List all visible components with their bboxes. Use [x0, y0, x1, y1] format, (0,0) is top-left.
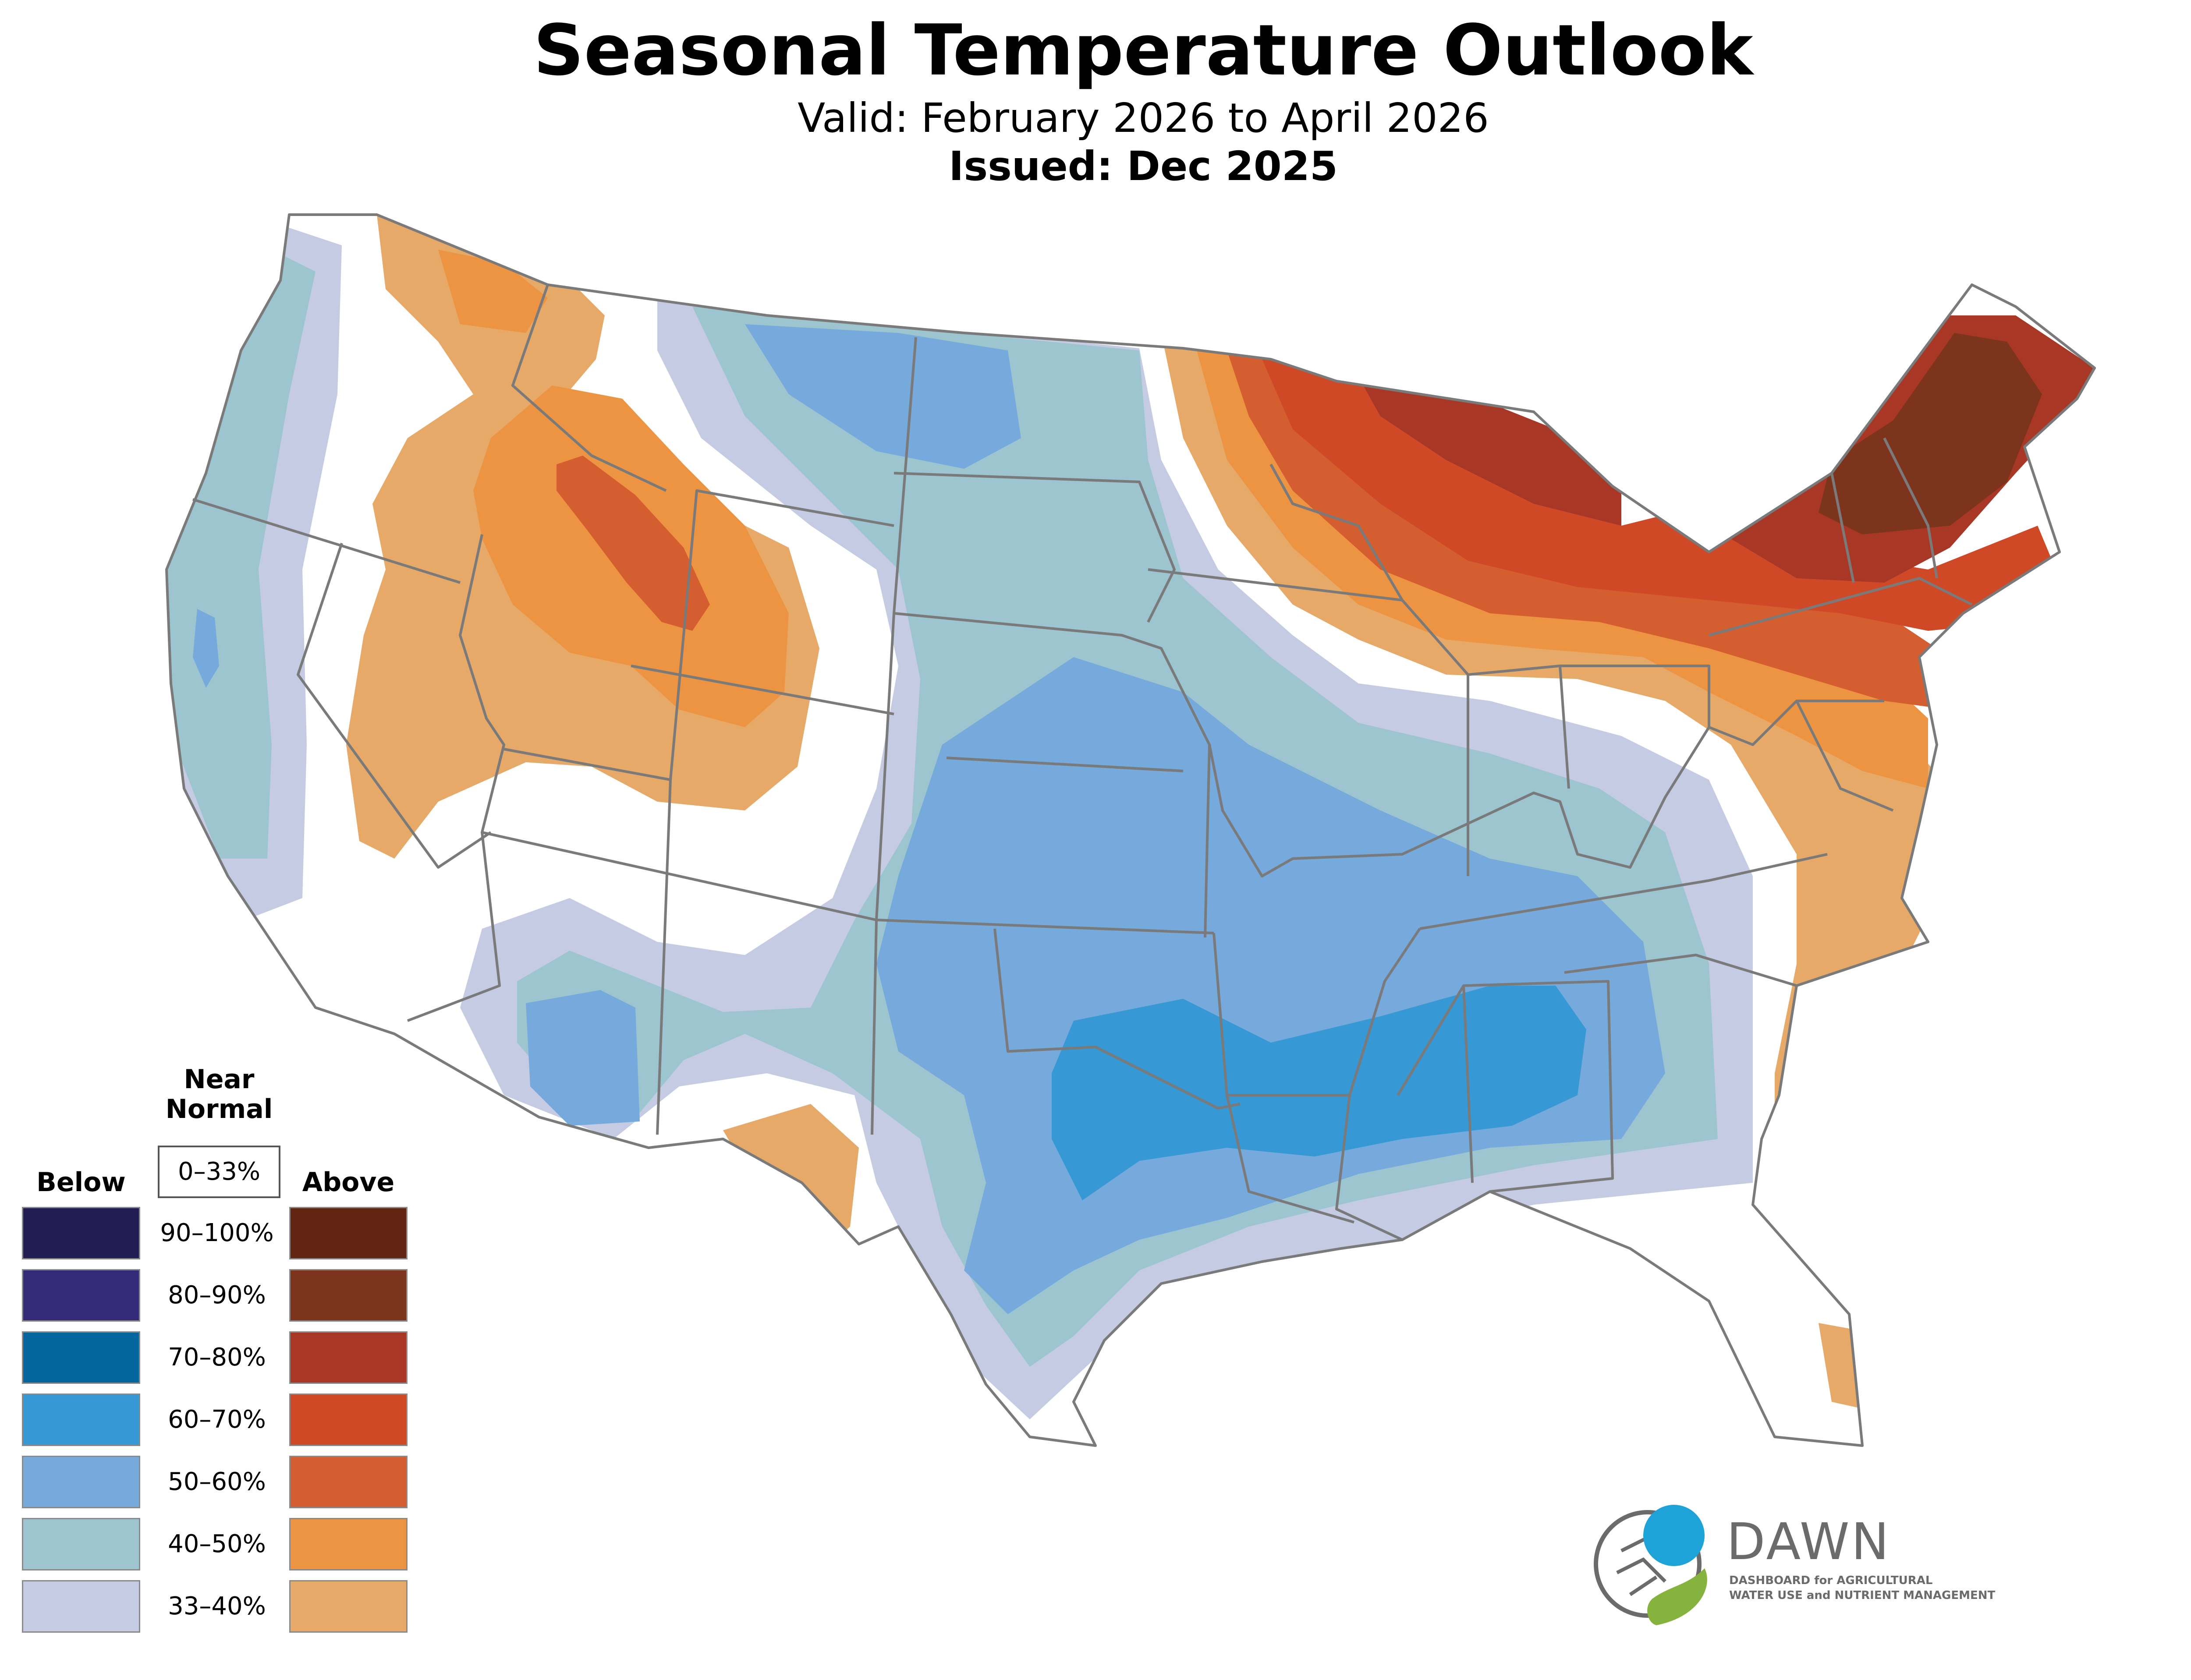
legend-above-heading: Above — [302, 1167, 395, 1198]
legend-swatch-above — [289, 1207, 408, 1259]
legend-swatch-below — [22, 1331, 140, 1384]
below-50-60-west — [193, 609, 219, 688]
legend-range-label: 50–60% — [168, 1468, 266, 1496]
above-50-60-rockies — [557, 456, 710, 631]
legend-swatch-above — [289, 1518, 408, 1570]
page-title: Seasonal Temperature Outlook — [533, 9, 1753, 91]
state-borders — [165, 213, 2096, 1447]
legend-range-label: 40–50% — [168, 1530, 266, 1558]
valid-date-range: Valid: February 2026 to April 2026 — [798, 95, 1489, 141]
legend-swatch-above — [289, 1456, 408, 1508]
below-60-70-south — [1052, 986, 1586, 1200]
legend-swatch-above — [289, 1269, 408, 1322]
dawn-logo-tagline-1: DASHBOARD for AGRICULTURAL — [1729, 1574, 1933, 1587]
legend-below-heading: Below — [36, 1167, 126, 1198]
legend-swatch-above — [289, 1580, 408, 1633]
legend-range-label: 80–90% — [168, 1281, 266, 1309]
legend-swatch-below — [22, 1207, 140, 1259]
legend-range-label: 60–70% — [168, 1405, 266, 1434]
dawn-logo-word: DAWN — [1727, 1513, 1891, 1571]
legend-near-normal-range: 0–33% — [158, 1146, 280, 1198]
us-outline — [165, 213, 2096, 1447]
legend-range-label: 33–40% — [168, 1592, 266, 1620]
legend-swatch-below — [22, 1456, 140, 1508]
legend-swatch-above — [289, 1331, 408, 1384]
below-40-50-west — [167, 245, 316, 859]
legend-range-label: 90–100% — [160, 1219, 274, 1247]
legend-near-normal-heading: Near Normal — [165, 1064, 273, 1125]
legend-swatch-below — [22, 1518, 140, 1570]
above-80-90-northeast — [1819, 333, 2042, 534]
probability-regions — [167, 215, 2095, 1419]
legend-range-label: 70–80% — [168, 1343, 266, 1372]
dawn-logo-icon — [1594, 1505, 1707, 1625]
legend-swatch-below — [22, 1394, 140, 1446]
legend-swatch-above — [289, 1394, 408, 1446]
legend-swatch-below — [22, 1269, 140, 1322]
dawn-logo-tagline-2: WATER USE and NUTRIENT MANAGEMENT — [1729, 1589, 1996, 1602]
dawn-logo: DAWN DASHBOARD for AGRICULTURAL WATER US… — [1591, 1494, 2073, 1634]
legend-swatch-below — [22, 1580, 140, 1633]
issued-date: Issued: Dec 2025 — [949, 143, 1338, 190]
